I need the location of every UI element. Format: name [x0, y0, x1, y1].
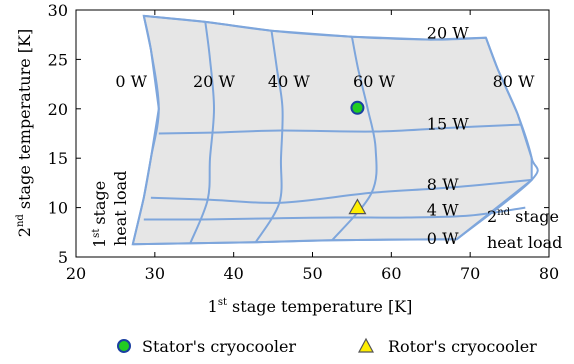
y-tick-label: 30 — [48, 1, 68, 20]
legend-stator-marker — [117, 339, 131, 353]
y-tick-label: 15 — [48, 149, 68, 168]
legend-stator-label: Stator's cryocooler — [142, 337, 296, 356]
x-tick-label: 60 — [381, 264, 401, 283]
second-stage-curve-2 — [150, 178, 532, 204]
y-tick-label: 25 — [48, 50, 68, 69]
legend: Stator's cryocooler Rotor's cryocooler — [117, 337, 537, 356]
second-stage-load-label: 20 W — [427, 24, 469, 43]
second-stage-curve-3 — [158, 123, 522, 135]
axes: 20 30 40 50 60 70 80 5 10 15 20 25 30 — [48, 1, 560, 283]
first-stage-load-label: 20 W — [193, 72, 235, 91]
y-tick-label: 10 — [48, 199, 68, 218]
stator-cryocooler-point — [350, 100, 365, 115]
second-stage-load-label: 4 W — [427, 201, 459, 220]
second-stage-curve-4 — [143, 14, 486, 41]
second-stage-load-label: 0 W — [427, 229, 459, 248]
markers — [348, 100, 367, 215]
first-stage-load-label: 0 W — [115, 72, 147, 91]
first-stage-heat-load-label-line2: heat load — [111, 171, 130, 246]
y-tick-label: 5 — [58, 248, 68, 267]
first-stage-curve-1 — [189, 21, 216, 244]
second-stage-load-label: 8 W — [427, 175, 459, 194]
first-stage-load-label: 60 W — [353, 72, 395, 91]
curves — [131, 14, 539, 246]
first-stage-heat-load-label: 1ststage — [90, 181, 109, 248]
second-stage-curve-1 — [143, 206, 526, 221]
y-tick-label: 20 — [48, 100, 68, 119]
x-tick-label: 80 — [539, 264, 559, 283]
operating-region-area — [131, 14, 533, 246]
legend-rotor-label: Rotor's cryocooler — [388, 337, 537, 356]
second-stage-load-label: 15 W — [427, 115, 469, 134]
first-stage-load-label: 40 W — [268, 72, 310, 91]
y-axis-label: 2nd stage temperature [K] — [15, 29, 34, 237]
rotor-cryocooler-point — [348, 198, 367, 215]
second-stage-curve-0 — [132, 238, 457, 246]
x-tick-label: 70 — [460, 264, 480, 283]
first-stage-curve-0 — [131, 15, 160, 245]
first-stage-curve-2 — [254, 30, 284, 243]
x-tick-label: 40 — [223, 264, 243, 283]
legend-rotor-marker — [357, 337, 375, 353]
operating-region — [131, 14, 533, 246]
second-stage-heat-load-label-line2: heat load — [487, 233, 562, 252]
first-stage-curve-3 — [331, 36, 378, 241]
x-tick-label: 50 — [302, 264, 322, 283]
x-tick-label: 30 — [145, 264, 165, 283]
first-stage-load-label: 80 W — [493, 72, 535, 91]
second-stage-heat-load-label: 2nd stage — [487, 207, 559, 226]
x-tick-label: 20 — [66, 264, 86, 283]
x-axis-label: 1st stage temperature [K] — [208, 297, 413, 316]
first-stage-curve-4 — [456, 37, 539, 240]
annotations: 0 W 20 W 40 W 60 W 80 W 20 W 15 W 8 W 4 W 0 W — [115, 24, 535, 249]
